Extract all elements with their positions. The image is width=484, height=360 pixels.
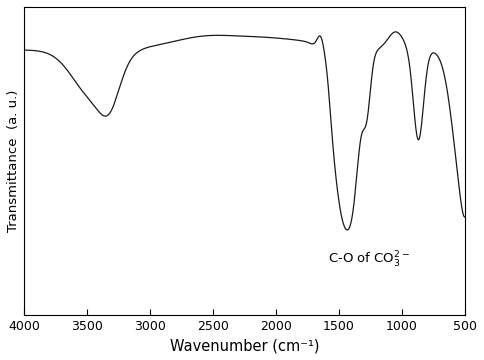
- Y-axis label: Transmittance  (a. u.): Transmittance (a. u.): [7, 90, 20, 232]
- X-axis label: Wavenumber (cm⁻¹): Wavenumber (cm⁻¹): [170, 338, 319, 353]
- Text: C-O of CO$_3^{2-}$: C-O of CO$_3^{2-}$: [328, 250, 409, 270]
